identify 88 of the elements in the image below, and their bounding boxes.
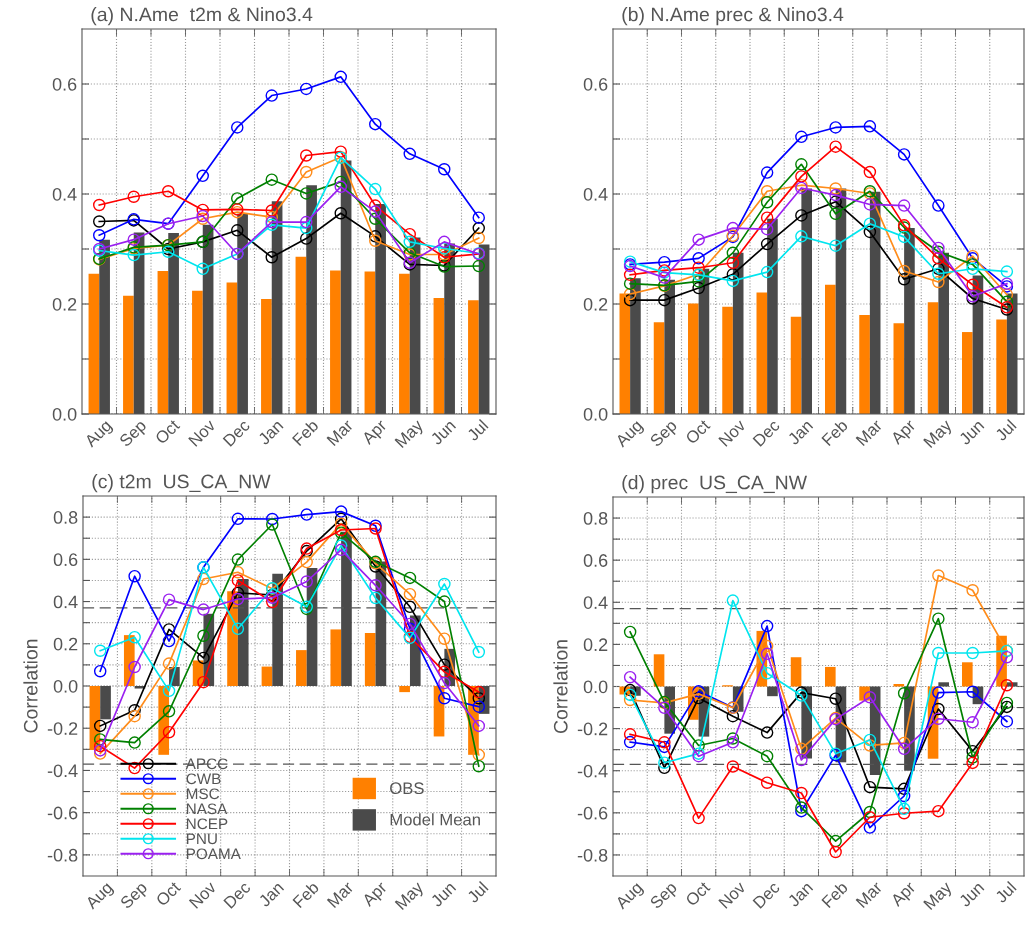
x-tick-label: Nov xyxy=(718,418,747,447)
y-tick-label: 0.2 xyxy=(53,637,78,651)
x-tick-label: Dec xyxy=(752,880,781,909)
y-tick-label: -0.6 xyxy=(47,806,78,820)
x-tick-label: Mar xyxy=(855,880,883,909)
x-tick-label: Jul xyxy=(465,880,489,904)
chart-title: (a) N.Ame t2m & Nino3.4 xyxy=(91,7,313,26)
y-tick-label: -0.6 xyxy=(577,806,608,820)
x-tick-label: Jul xyxy=(994,880,1017,904)
x-tick-label: Mar xyxy=(326,418,354,447)
x-tick-label: Mar xyxy=(326,880,355,909)
y-axis-title: Correlation xyxy=(553,640,568,734)
x-tick-label: Nov xyxy=(188,880,218,909)
legend-label: NASA xyxy=(186,803,228,815)
chart-title: (b) N.Ame prec & Nino3.4 xyxy=(622,7,844,26)
y-tick-label: 0.0 xyxy=(583,407,608,421)
y-tick-label: 0.0 xyxy=(53,679,78,693)
y-tick-label: -0.8 xyxy=(47,848,78,862)
chart-title: (d) prec US_CA_NW xyxy=(622,475,807,494)
x-tick-label: Dec xyxy=(222,418,251,447)
x-tick-label: Sep xyxy=(649,418,680,450)
x-tick-label: Oct xyxy=(155,880,182,907)
y-tick-label: 0.0 xyxy=(583,680,608,694)
x-tick-label: Jan xyxy=(787,419,814,446)
x-tick-label: Feb xyxy=(291,418,320,447)
x-tick-label: Aug xyxy=(614,419,646,451)
x-tick-label: Jun xyxy=(958,881,985,908)
chart-title: (c) t2m US_CA_NW xyxy=(92,474,271,493)
x-tick-label: Aug xyxy=(84,881,116,913)
x-tick-label: Oct xyxy=(154,418,181,445)
x-tick-label: Aug xyxy=(83,419,115,451)
legend-label: OBS xyxy=(390,782,424,795)
x-tick-label: May xyxy=(394,418,427,451)
x-tick-label: Jun xyxy=(430,881,457,908)
y-tick-label: -0.2 xyxy=(47,722,78,735)
x-tick-label: Jan xyxy=(257,419,284,446)
x-tick-label: May xyxy=(394,880,427,913)
y-tick-label: 0.4 xyxy=(53,595,78,609)
x-tick-label: Dec xyxy=(223,880,252,909)
y-tick-label: -0.4 xyxy=(47,764,78,778)
y-tick-label: 0.2 xyxy=(52,297,77,311)
x-tick-label: Jun xyxy=(429,419,457,446)
legend-label: MSC xyxy=(186,788,220,800)
y-tick-label: 0.8 xyxy=(53,511,78,524)
y-tick-label: 0.2 xyxy=(583,638,608,652)
y-tick-label: 0.6 xyxy=(52,77,77,91)
x-tick-label: Nov xyxy=(188,418,217,447)
legend-label: NCEP xyxy=(186,818,228,830)
x-tick-label: Jul xyxy=(994,418,1017,442)
legend-label: PNU xyxy=(186,833,217,845)
x-tick-label: Jun xyxy=(958,419,985,446)
y-tick-label: 0.6 xyxy=(53,553,78,567)
x-tick-label: Apr xyxy=(889,880,919,910)
x-tick-label: Feb xyxy=(292,880,320,909)
y-tick-label: -0.4 xyxy=(577,764,608,778)
x-tick-label: Jan xyxy=(257,881,285,908)
x-tick-label: Nov xyxy=(718,880,747,909)
legend-label: CWB xyxy=(186,773,221,785)
x-tick-label: Oct xyxy=(684,418,711,445)
y-tick-label: 0.6 xyxy=(583,77,608,91)
x-tick-label: Jan xyxy=(787,881,814,908)
x-tick-label: Sep xyxy=(118,418,150,450)
x-tick-label: Jul xyxy=(465,418,489,442)
y-tick-label: 0.4 xyxy=(583,596,608,609)
y-tick-label: -0.8 xyxy=(577,848,608,862)
y-tick-label: 0.0 xyxy=(52,407,77,421)
x-tick-label: Apr xyxy=(361,418,390,448)
x-tick-label: Apr xyxy=(361,880,391,910)
x-tick-label: Sep xyxy=(119,880,151,912)
x-tick-label: Oct xyxy=(684,880,711,907)
x-tick-label: Dec xyxy=(752,418,781,447)
x-tick-label: Feb xyxy=(820,880,849,909)
y-tick-label: 0.8 xyxy=(583,511,608,525)
x-tick-label: Apr xyxy=(889,418,919,448)
x-tick-label: Mar xyxy=(855,418,883,447)
x-tick-label: Feb xyxy=(820,418,849,447)
x-tick-label: May xyxy=(923,418,955,451)
x-tick-label: Aug xyxy=(614,881,646,913)
y-tick-label: 0.6 xyxy=(583,554,608,567)
x-tick-label: Sep xyxy=(649,880,680,912)
legend-label: POAMA xyxy=(186,848,241,860)
legend-label: Model Mean xyxy=(390,813,480,826)
y-tick-label: -0.2 xyxy=(577,722,608,736)
y-tick-label: 0.4 xyxy=(583,187,608,201)
y-tick-label: 0.4 xyxy=(52,187,77,201)
x-tick-label: May xyxy=(923,880,955,913)
y-axis-title: Correlation xyxy=(23,639,38,733)
y-tick-label: 0.2 xyxy=(583,297,608,311)
